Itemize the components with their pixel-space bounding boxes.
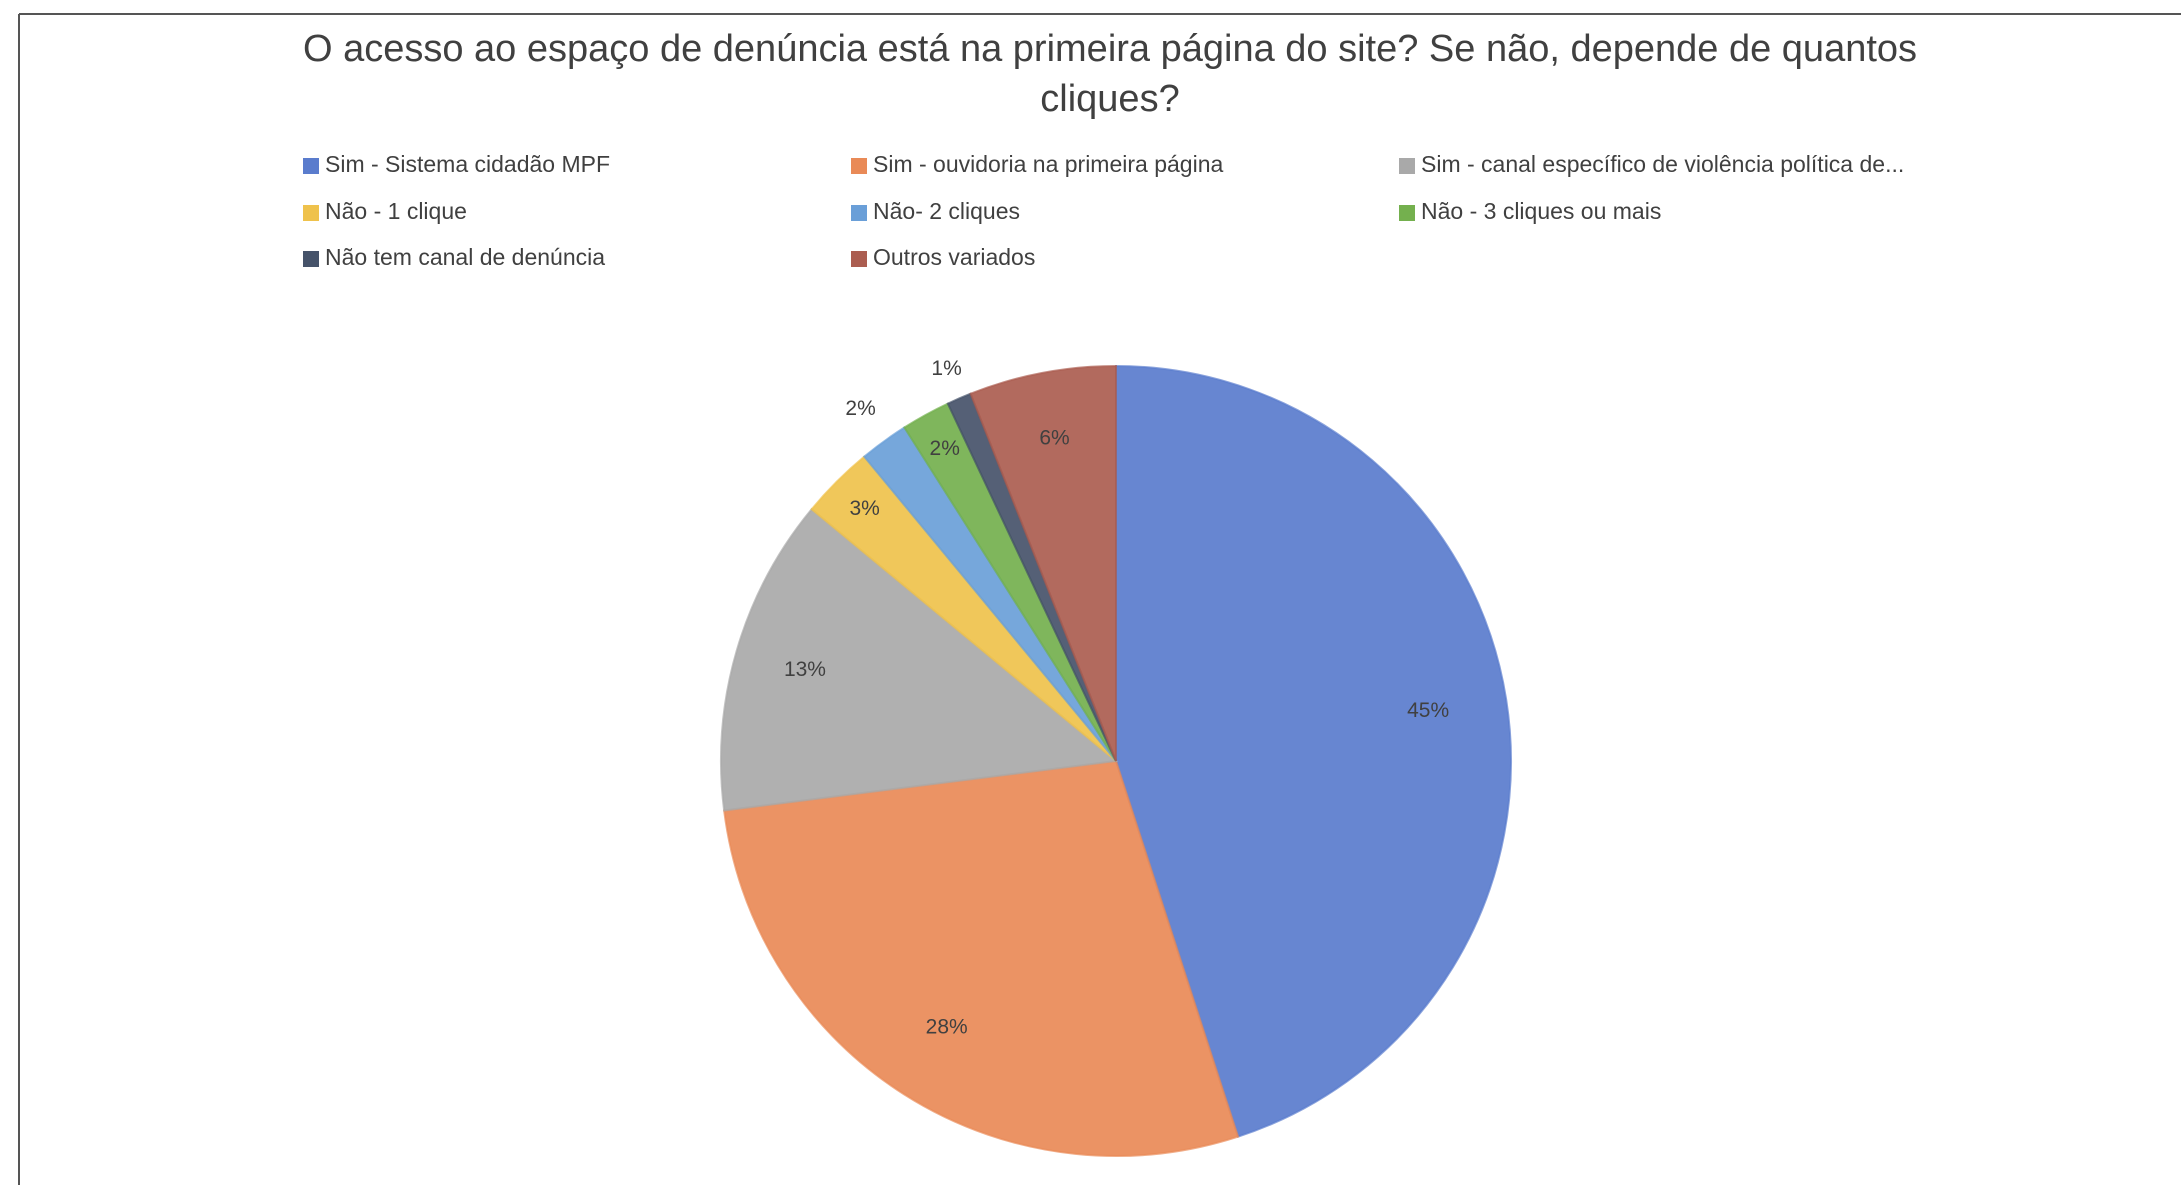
legend-swatch [851,251,867,267]
chart-title: O acesso ao espaço de denúncia está na p… [302,28,1918,120]
data-label: 13% [784,658,826,681]
pie-slice [720,507,1119,812]
legend-label: Não - 3 cliques ou mais [1421,198,1661,224]
data-label: 28% [926,1015,968,1038]
legend-swatch [851,205,867,221]
legend-swatch [1399,205,1415,221]
pie-slice [722,759,1240,1157]
legend-label: Sim - canal específico de violência polí… [1421,151,1904,177]
legend-label: Sim - Sistema cidadão MPF [325,151,610,177]
data-label: 3% [849,497,879,520]
data-label: 45% [1407,699,1449,722]
legend-swatch [303,158,319,174]
pie-slice [969,364,1117,762]
pie-slice [1115,364,1512,1138]
legend-swatch [303,205,319,221]
legend-swatch [851,158,867,174]
legend-label: Não- 2 cliques [873,198,1020,224]
data-label: 1% [931,357,961,380]
legend-label: Não tem canal de denúncia [325,244,605,270]
legend-swatch [1399,158,1415,174]
legend-swatch [303,251,319,267]
data-label: 2% [930,437,960,460]
legend-label: Sim - ouvidoria na primeira página [873,151,1223,177]
data-label: 2% [845,397,875,420]
data-label: 6% [1039,427,1069,450]
legend-label: Não - 1 clique [325,198,467,224]
legend-label: Outros variados [873,244,1035,270]
